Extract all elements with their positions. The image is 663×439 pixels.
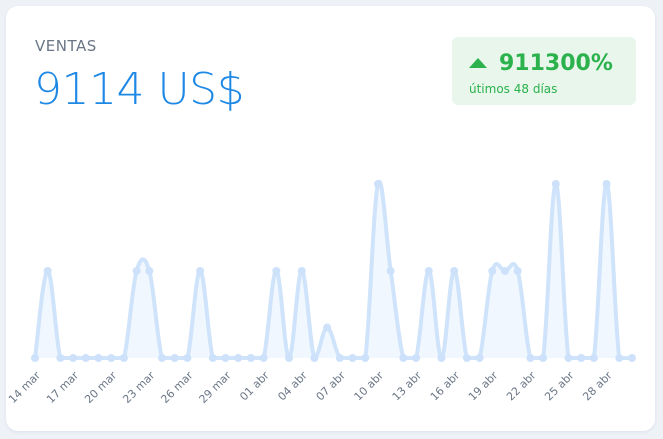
data-point[interactable] [107,354,116,362]
data-point[interactable] [246,354,255,362]
data-point[interactable] [208,354,217,362]
data-point[interactable] [602,180,611,188]
data-point[interactable] [221,354,230,362]
growth-row: 911300% [469,51,613,76]
arrow-up-icon [469,57,487,68]
data-point[interactable] [462,354,471,362]
data-point[interactable] [373,180,382,188]
data-point[interactable] [577,354,586,362]
data-point[interactable] [310,354,319,362]
data-point[interactable] [437,354,446,362]
data-point[interactable] [81,354,90,362]
data-point[interactable] [234,354,243,362]
data-point[interactable] [526,354,535,362]
growth-percent: 911300% [499,51,613,76]
x-tick-label: 14 mar [6,369,43,406]
data-point[interactable] [297,267,306,275]
data-point[interactable] [183,354,192,362]
data-point[interactable] [412,354,421,362]
x-tick-label: 13 abr [390,369,425,404]
x-tick-label: 28 abr [580,369,615,404]
data-point[interactable] [272,267,281,275]
growth-badge: 911300% útimos 48 días [452,37,636,105]
data-point[interactable] [450,267,459,275]
data-point[interactable] [31,354,39,362]
data-point[interactable] [196,267,205,275]
data-point[interactable] [285,354,294,362]
x-tick-label: 07 abr [314,369,349,404]
data-point[interactable] [539,354,548,362]
data-point[interactable] [615,354,624,362]
x-tick-label: 20 mar [82,369,119,406]
data-point[interactable] [589,354,598,362]
data-point[interactable] [361,354,370,362]
data-point[interactable] [259,354,268,362]
x-tick-label: 19 abr [466,369,501,404]
sales-area [35,181,632,358]
data-point[interactable] [119,354,128,362]
x-tick-label: 10 abr [352,369,387,404]
data-point[interactable] [564,354,573,362]
data-point[interactable] [386,267,395,275]
sales-line [33,179,634,360]
data-point[interactable] [475,354,484,362]
data-point[interactable] [145,267,154,275]
x-tick-label: 17 mar [44,369,81,406]
x-tick-label: 22 abr [504,369,539,404]
x-tick-label: 25 abr [542,369,577,404]
data-point[interactable] [158,354,167,362]
data-point[interactable] [348,354,357,362]
data-point[interactable] [94,354,103,362]
data-point[interactable] [500,267,509,275]
data-point[interactable] [551,180,560,188]
x-tick-label: 29 mar [197,369,234,406]
sales-total: 9114 US$ [34,64,245,115]
data-point[interactable] [488,267,497,275]
data-point[interactable] [513,267,522,275]
data-point[interactable] [43,267,52,275]
x-tick-label: 16 abr [428,369,463,404]
data-point[interactable] [69,354,78,362]
x-tick-label: 04 abr [275,369,310,404]
card-title: VENTAS [35,37,97,55]
x-tick-label: 26 mar [158,369,195,406]
data-point[interactable] [628,354,636,362]
growth-period: útimos 48 días [469,82,558,96]
x-tick-label: 01 abr [237,369,272,404]
data-point[interactable] [132,267,141,275]
sales-chart: 14 mar 17 mar 20 mar 23 mar 26 mar 29 mar 01 a… [6,179,636,406]
data-point[interactable] [424,267,433,275]
sales-card: VENTAS 9114 US$ 911300% útimos 48 días 1… [6,6,655,431]
data-point[interactable] [335,354,344,362]
data-point[interactable] [323,323,332,332]
data-point[interactable] [170,354,179,362]
data-point[interactable] [399,354,408,362]
x-tick-label: 23 mar [120,369,157,406]
data-point[interactable] [56,354,65,362]
